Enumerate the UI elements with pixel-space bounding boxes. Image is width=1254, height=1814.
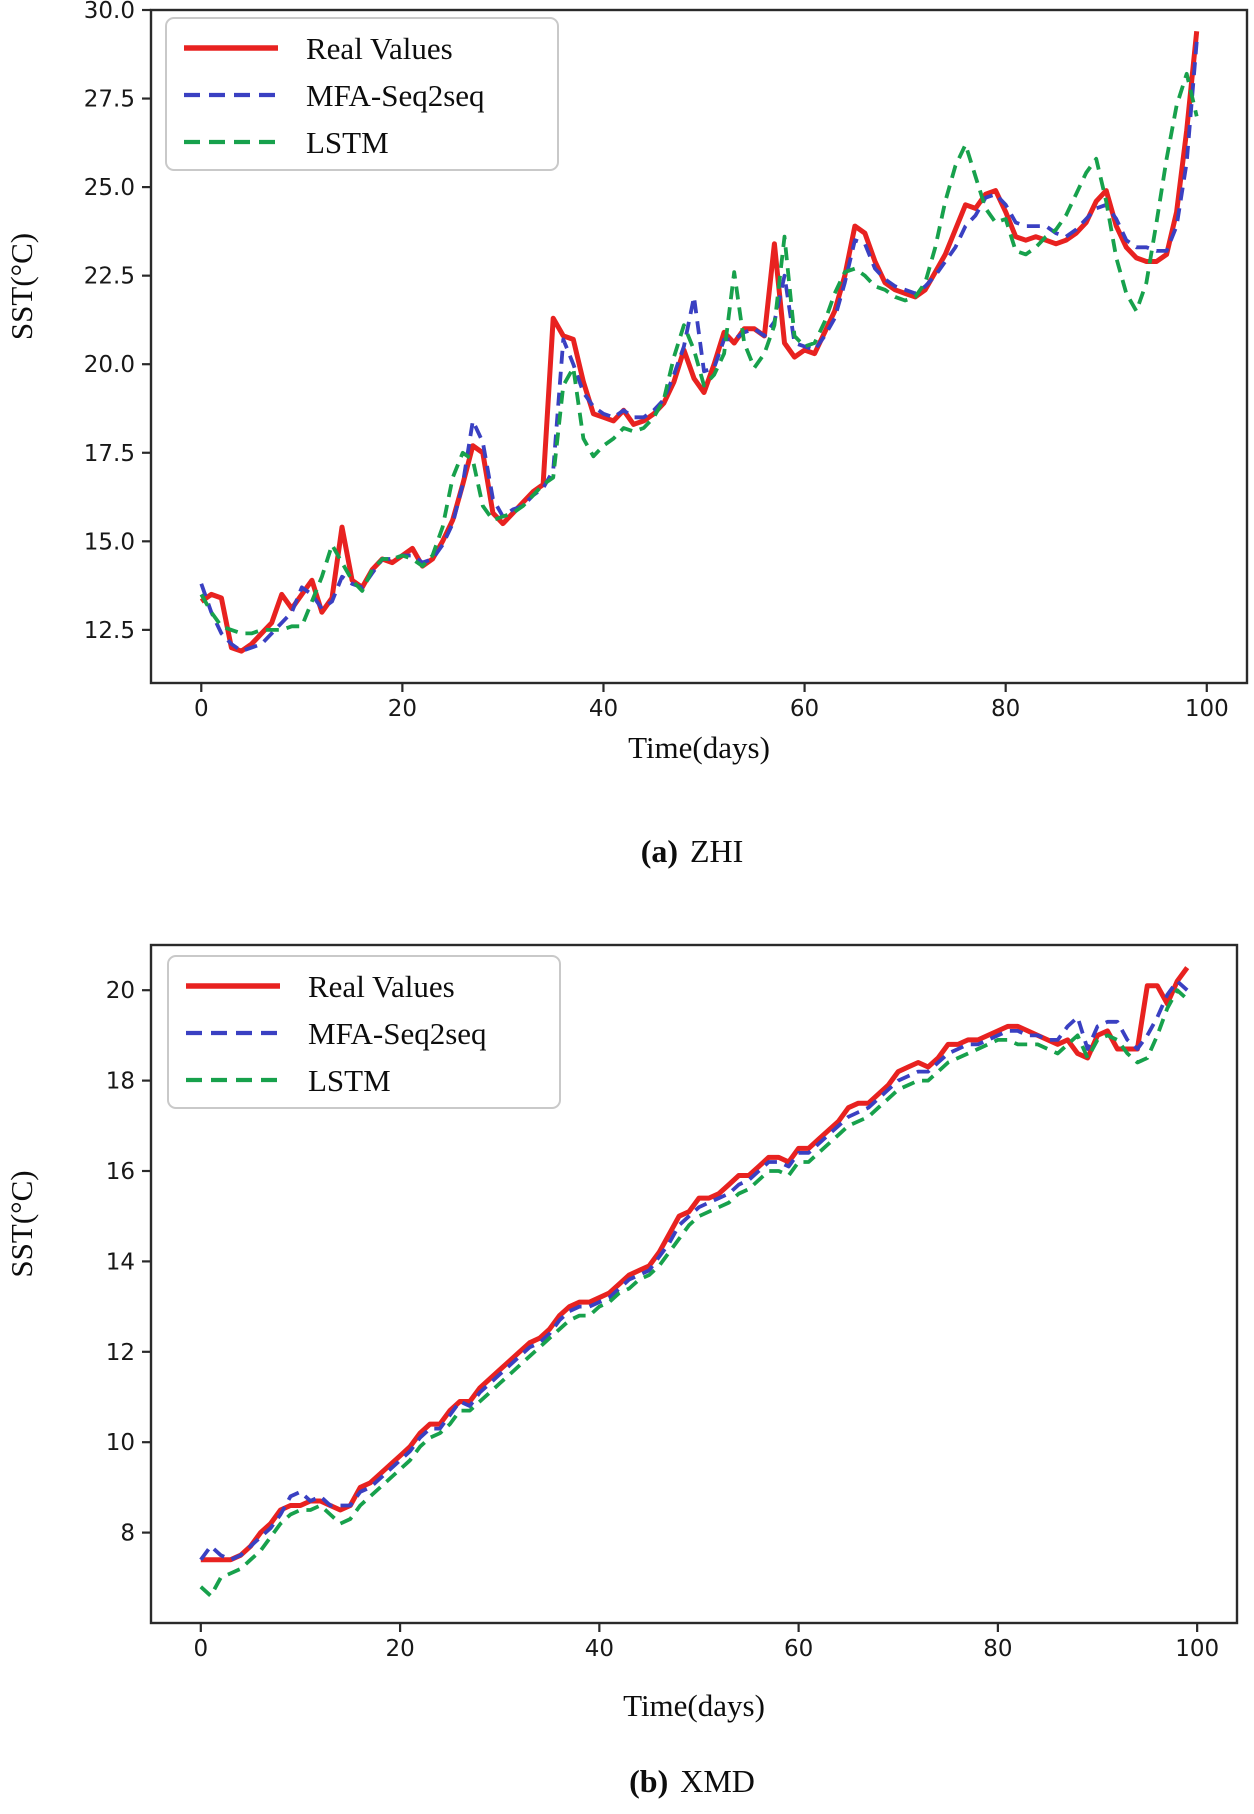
x-tick-label: 80 [991, 696, 1020, 722]
legend-label: MFA-Seq2seq [306, 78, 485, 113]
y-tick-label: 30.0 [84, 0, 135, 24]
legend-box [167, 955, 561, 1109]
legend-label: MFA-Seq2seq [308, 1016, 487, 1051]
series-line-lstm [199, 71, 1199, 636]
x-tick-label: 0 [193, 1636, 208, 1662]
y-tick-label: 8 [120, 1521, 135, 1547]
legend-item: Real Values [184, 31, 453, 66]
plot-frame [149, 8, 1249, 685]
x-tick-label: 60 [784, 1636, 813, 1662]
caption-a-text: ZHI [690, 833, 744, 869]
caption-a-label: (a) [640, 833, 678, 869]
y-tick-label: 20 [106, 978, 135, 1004]
y-axis-label: SST(°C) [4, 1170, 39, 1277]
x-axis-label: Time(days) [628, 730, 770, 765]
caption-b-label: (b) [629, 1763, 669, 1799]
y-axis-label: SST(°C) [4, 233, 39, 340]
caption-b: (b) XMD [0, 1763, 1254, 1800]
x-tick-label: 20 [388, 696, 417, 722]
y-tick-label: 18 [106, 1069, 135, 1095]
caption-a: (a) ZHI [0, 833, 1254, 870]
y-tick-label: 25.0 [84, 175, 135, 201]
x-tick-label: 40 [585, 1636, 614, 1662]
legend-item: Real Values [186, 969, 455, 1004]
x-tick-label: 100 [1175, 1636, 1219, 1662]
legend: Real Values MFA-Seq2seq LSTM [165, 17, 559, 171]
y-tick-label: 10 [106, 1430, 135, 1456]
y-tick-label: 17.5 [84, 441, 135, 467]
caption-b-text: XMD [680, 1763, 755, 1799]
xmd-chart: 0 20 40 60 80 100 8 10 12 14 16 18 20 Time(days) SST(°… [4, 943, 1239, 1723]
y-tick-label: 27.5 [84, 87, 135, 113]
y-tick-label: 20.0 [84, 352, 135, 378]
legend-label: Real Values [306, 31, 453, 66]
legend-item: MFA-Seq2seq [186, 1016, 487, 1051]
legend-label: LSTM [306, 125, 389, 160]
y-tick-label: 22.5 [84, 264, 135, 290]
legend-box [165, 17, 559, 171]
legend-label: Real Values [308, 969, 455, 1004]
series-line-lstm [199, 988, 1189, 1598]
y-tick-label: 16 [106, 1159, 135, 1185]
x-tick-label: 20 [385, 1636, 414, 1662]
y-tick-label: 12.5 [84, 618, 135, 644]
zhi-chart: 0 20 40 60 80 100 12.5 15.0 17.5 20.0 22.5 25.0 27.5… [4, 0, 1249, 765]
x-tick-label: 0 [194, 696, 209, 722]
x-axis-label: Time(days) [623, 1688, 765, 1723]
x-tick-label: 40 [589, 696, 618, 722]
series-line-mfa-seq2seq [199, 979, 1189, 1562]
legend-item: LSTM [186, 1063, 391, 1098]
x-tick-label: 80 [983, 1636, 1012, 1662]
y-tick-label: 14 [106, 1249, 135, 1275]
series-line-real-values [200, 966, 1190, 1563]
legend-item: MFA-Seq2seq [184, 78, 485, 113]
legend: Real Values MFA-Seq2seq LSTM [167, 955, 561, 1109]
y-tick-label: 12 [106, 1340, 135, 1366]
series-line-mfa-seq2seq [199, 41, 1199, 653]
x-tick-label: 60 [790, 696, 819, 722]
legend-item: LSTM [184, 125, 389, 160]
legend-label: LSTM [308, 1063, 391, 1098]
y-tick-label: 15.0 [84, 529, 135, 555]
x-tick-label: 100 [1185, 696, 1229, 722]
plot-frame [149, 943, 1239, 1625]
